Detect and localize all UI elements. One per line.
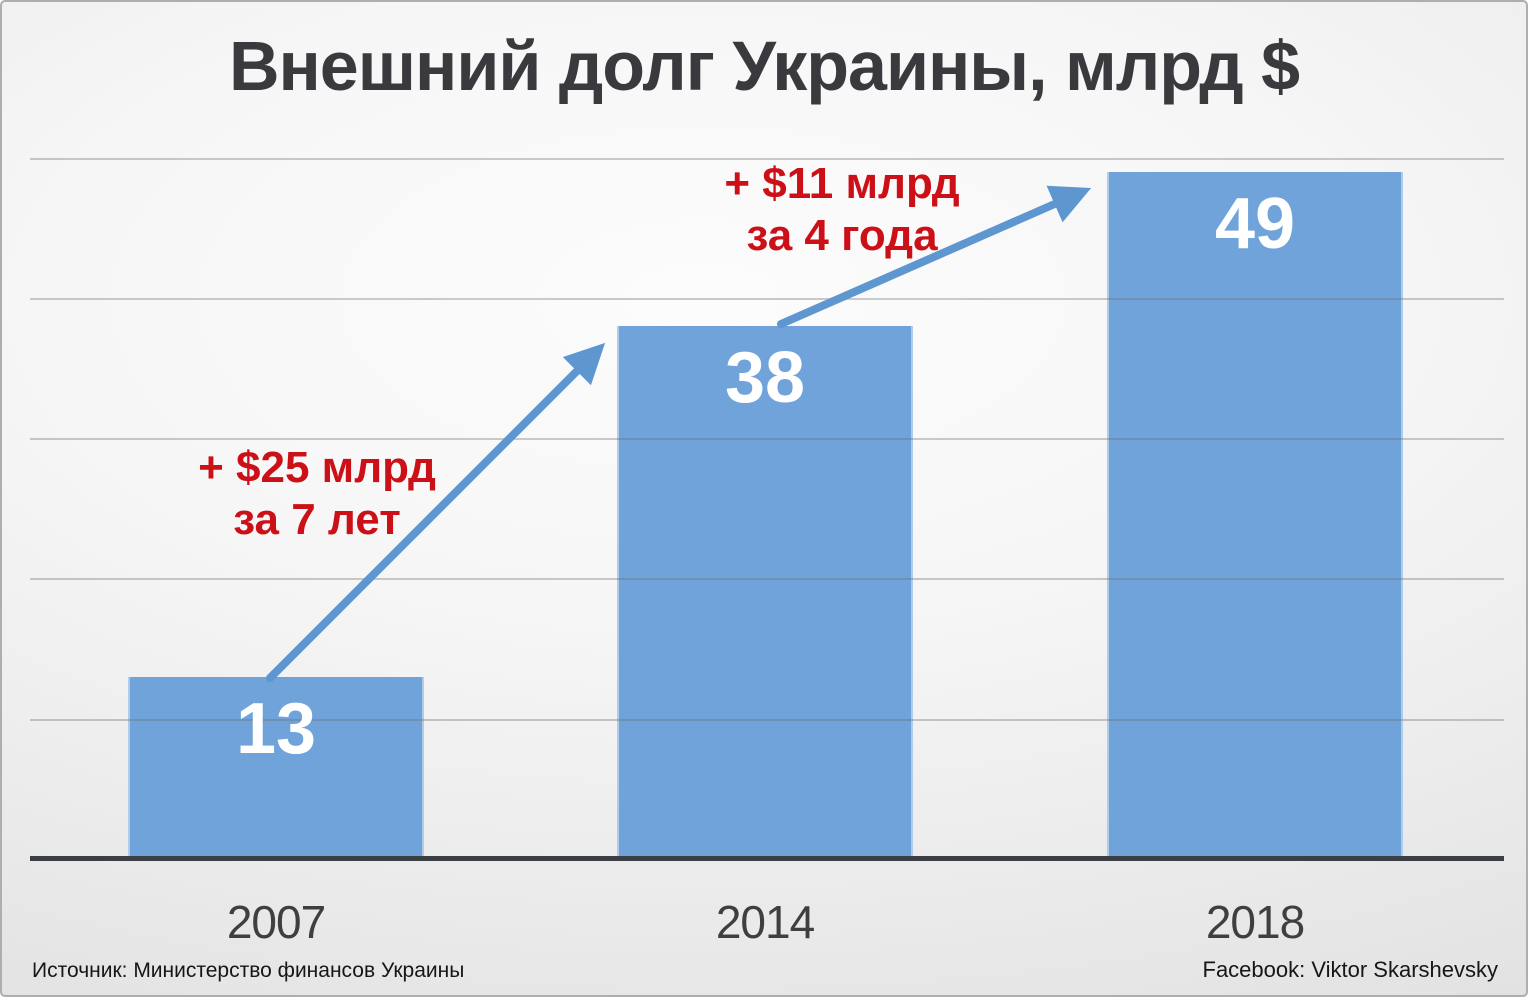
gridline-40 xyxy=(30,297,1504,300)
bar-value-2007: 13 xyxy=(235,688,317,769)
bar-2014 xyxy=(617,325,913,859)
gridline-50 xyxy=(30,157,1504,160)
gridline-20 xyxy=(30,578,1504,581)
annotation-line2: за 4 года xyxy=(746,210,938,260)
bar-2018 xyxy=(1107,171,1403,859)
source-note: Источник: Министерство финансов Украины xyxy=(32,959,465,982)
credit-note: Facebook: Viktor Skarshevsky xyxy=(1202,957,1499,982)
annotation-2007-2014: + $25 млрд за 7 лет xyxy=(137,442,497,546)
bar-value-2014: 38 xyxy=(724,337,806,418)
bar-2007 xyxy=(128,676,424,859)
annotation-line2: за 7 лет xyxy=(233,494,401,544)
x-tick-2014: 2014 xyxy=(715,896,815,948)
gridline-30 xyxy=(30,438,1504,441)
chart-title: Внешний долг Украины, млрд $ xyxy=(228,27,1300,105)
x-tick-2007: 2007 xyxy=(226,896,326,948)
annotation-2014-2018: + $11 млрд за 4 года xyxy=(662,158,1022,262)
bar-value-2018: 49 xyxy=(1214,183,1296,264)
x-axis-line xyxy=(30,856,1504,861)
annotation-line1: + $11 млрд xyxy=(724,159,960,208)
annotation-line1: + $25 млрд xyxy=(198,443,436,492)
x-tick-2018: 2018 xyxy=(1205,896,1305,948)
gridline-10 xyxy=(30,718,1504,721)
